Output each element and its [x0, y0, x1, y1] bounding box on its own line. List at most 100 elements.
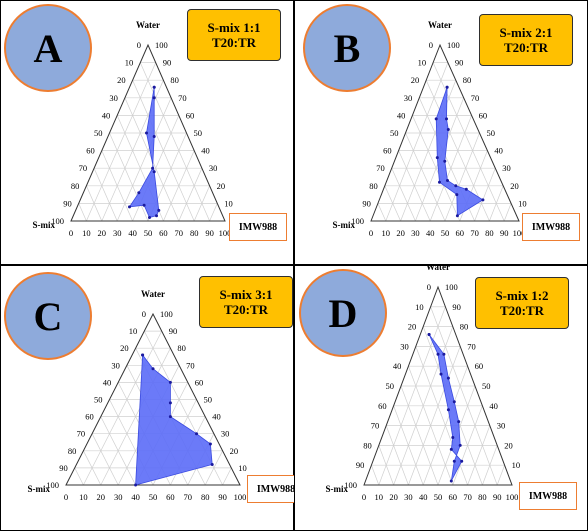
grid-line	[377, 203, 387, 222]
surfactant-pair-label: T20:TR	[223, 302, 269, 317]
tick-label-bottom: 100	[513, 228, 526, 238]
data-point	[152, 85, 156, 89]
grid-line	[222, 467, 232, 486]
tick-label-bottom: 70	[184, 492, 193, 502]
tick-label-bottom: 30	[404, 492, 413, 502]
grid-line	[371, 465, 380, 486]
grid-line	[83, 450, 102, 486]
grid-line	[467, 425, 491, 486]
tick-label-right: 10	[512, 460, 520, 470]
grid-line	[489, 185, 504, 222]
data-point	[443, 159, 447, 163]
data-point	[152, 170, 156, 174]
grid-line	[385, 62, 449, 222]
data-point	[455, 214, 459, 218]
tick-label-bottom: 40	[426, 228, 435, 238]
tick-label-right: 40	[489, 401, 498, 411]
tick-label-left: 50	[386, 381, 395, 391]
microemulsion-region	[435, 87, 484, 217]
tick-label-left: 20	[117, 75, 126, 85]
panel-label-circle: C	[4, 272, 92, 360]
tick-label-bottom: 80	[478, 492, 487, 502]
tick-label-bottom: 70	[175, 228, 184, 238]
tick-label-right: 20	[230, 446, 239, 456]
tick-label-bottom: 60	[456, 228, 465, 238]
grid-line	[100, 416, 136, 486]
tick-label-right: 80	[177, 343, 186, 353]
axis-label-smix: S-mix	[333, 220, 356, 230]
grid-line	[163, 150, 195, 222]
tick-label-right: 40	[212, 412, 221, 422]
grid-line	[204, 450, 223, 486]
tick-label-bottom: 70	[470, 228, 479, 238]
data-point	[141, 353, 145, 357]
tick-label-bottom: 50	[434, 492, 443, 502]
tick-label-left: 80	[363, 440, 372, 450]
grid-line	[393, 405, 424, 486]
tick-label-right: 70	[178, 93, 187, 103]
tick-label-left: 30	[404, 93, 413, 103]
tick-label-left: 100	[351, 216, 364, 226]
data-point	[449, 447, 453, 451]
grid-line	[74, 467, 84, 486]
data-point	[454, 184, 458, 188]
tick-label-right: 30	[502, 163, 511, 173]
tick-label-bottom: 0	[69, 228, 73, 238]
data-point	[152, 96, 156, 100]
tick-label-left: 50	[94, 128, 103, 138]
tick-label-right: 60	[475, 361, 484, 371]
grid-line	[83, 330, 163, 486]
data-point	[427, 333, 431, 336]
tick-label-left: 90	[362, 198, 371, 208]
panel-c: 0 100 100 10 90 90 20 80 80 30 70 70 40 60 60 50 50 50 60 4…	[0, 265, 305, 531]
grid-line	[109, 132, 149, 222]
tick-label-bottom: 100	[506, 492, 519, 502]
data-point	[208, 442, 212, 446]
tick-label-left: 0	[137, 40, 141, 50]
tick-label-right: 10	[518, 198, 527, 208]
tick-label-right: 100	[447, 40, 460, 50]
data-point	[446, 128, 450, 131]
tick-label-right: 40	[494, 146, 503, 156]
grid-line	[482, 445, 498, 486]
tick-label-right: 20	[217, 181, 226, 191]
tick-label-left: 70	[376, 163, 385, 173]
data-point	[464, 187, 468, 191]
tick-label-right: 30	[209, 163, 218, 173]
tick-label-left: 90	[63, 198, 72, 208]
grid-line	[405, 132, 446, 222]
triangle-outline	[363, 285, 513, 486]
data-point	[168, 415, 172, 419]
tick-label-bottom: 10	[375, 492, 384, 502]
microemulsion-region	[135, 353, 213, 486]
tick-label-left: 40	[102, 110, 111, 120]
axis-label-water: Water	[136, 20, 160, 30]
tick-label-bottom: 80	[201, 492, 210, 502]
smix-ratio-label: S-mix 1:1	[207, 20, 261, 35]
grid	[371, 306, 505, 486]
tick-label-bottom: 90	[500, 228, 509, 238]
panel-label-circle: D	[299, 269, 387, 357]
data-point	[457, 420, 461, 424]
data-point	[152, 135, 156, 138]
panel-letter: B	[333, 25, 361, 71]
data-point	[438, 180, 441, 184]
grid-line	[378, 306, 446, 486]
triangle-outline	[65, 312, 241, 486]
axis-label-water: Water	[141, 289, 165, 299]
tick-label-left: 20	[120, 343, 129, 353]
tick-label-right: 100	[445, 282, 458, 292]
data-point	[137, 191, 141, 195]
grid-line	[178, 168, 203, 222]
tick-label-bottom: 30	[411, 228, 420, 238]
grid-line	[139, 62, 210, 222]
tick-label-bottom: 10	[82, 228, 91, 238]
tick-label-bottom: 60	[449, 492, 458, 502]
tick-label-bottom: 50	[149, 492, 158, 502]
smix-ratio-box: S-mix 3:1 T20:TR	[199, 276, 293, 328]
tick-label-bottom: 40	[128, 228, 137, 238]
grid-line	[101, 150, 133, 222]
data-point	[151, 367, 155, 371]
